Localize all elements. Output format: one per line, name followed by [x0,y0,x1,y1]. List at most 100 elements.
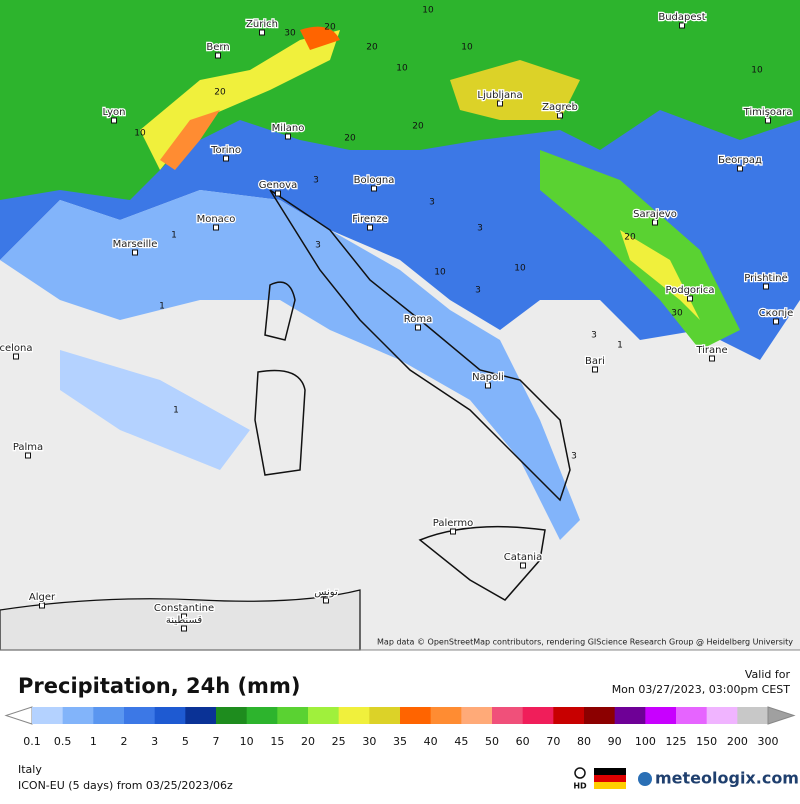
colorbar-label: 125 [666,735,687,748]
city-label: Prishtinë [744,273,787,284]
contour-label: 10 [422,6,434,16]
city-marker [450,528,456,535]
city-label: Napoli [472,372,504,383]
city-marker [679,22,685,29]
city-marker [737,165,743,172]
contour-label: 20 [366,43,378,53]
coast-italy [269,189,571,502]
city-marker [285,133,291,140]
city-marker [371,185,377,192]
colorbar-label: 1 [90,735,97,748]
city-label: Zagreb [542,102,578,113]
region: Italy [18,763,42,776]
colorbar-label: 7 [213,735,220,748]
city-label: Bologna [354,175,395,186]
hd-label: HD [573,782,587,791]
city-label: Milano [272,123,305,134]
colorbar-label: 10 [240,735,254,748]
colorbar-label: 5 [182,735,189,748]
colorbar-label: 200 [727,735,748,748]
city-label: Palma [13,442,43,453]
colorbar-segment [584,707,616,724]
colorbar-segment [338,707,370,724]
colorbar-segment [706,707,738,724]
contour-label: 30 [284,29,296,39]
city-label: Београд [718,155,762,166]
colorbar-label: 100 [635,735,656,748]
city-label: Alger [29,592,56,603]
city-label: Monaco [197,214,236,225]
brand[interactable]: meteologix.com [655,769,799,788]
city-label: تونس [314,587,338,598]
colorbar-segment [522,707,554,724]
contour-label: 3 [429,198,435,208]
city-marker [773,318,779,325]
hd-icon[interactable] [574,767,586,779]
contour-label: 3 [313,176,319,186]
colorbar-segment [62,707,94,724]
city-label: Palermo [433,518,473,529]
colorbar-label: 80 [577,735,591,748]
flag-de [594,768,626,789]
colorbar-label: 50 [485,735,499,748]
rain-yellow3 [620,230,700,320]
city-marker [765,117,771,124]
city-label: Genova [259,180,297,191]
contour-label: 10 [751,66,763,76]
coast-corsica [264,281,296,341]
colorbar-label: 25 [332,735,346,748]
colorbar-label: 15 [270,735,284,748]
city-label: Timişoara [743,107,793,118]
city-label: Podgorica [665,285,714,296]
city-label: Budapest [658,12,705,23]
colorbar-label: 35 [393,735,407,748]
contour-label: 10 [134,129,146,139]
city-label: Lyon [102,107,125,118]
contour-label: 20 [324,23,336,33]
contour-label: 1 [159,302,165,312]
colorbar-segment [492,707,524,724]
colorbar-segment [645,707,677,724]
contour-label: 3 [315,241,321,251]
colorbar-label: 20 [301,735,315,748]
city-marker [687,295,693,302]
colorbar-segment [553,707,585,724]
contour-label: 20 [412,122,424,132]
city-marker [485,382,491,389]
colorbar-label: 90 [608,735,622,748]
contour-label: 1 [617,341,623,351]
city-label: Marseille [113,239,158,250]
city-label: Zürich [246,19,278,30]
city-marker [652,219,658,226]
coast-sicily [418,525,546,601]
brand-logo [638,772,652,786]
city-marker [709,355,715,362]
colorbar-label: 2 [121,735,128,748]
city-marker [592,366,598,373]
colorbar-segment [93,707,125,724]
city-marker [323,597,329,604]
city-label: Sarajevo [633,209,677,220]
colorbar-segment [216,707,248,724]
city-label: celona [0,343,33,354]
city-label: Roma [404,314,433,325]
colorbar-segment [430,707,462,724]
city-label: Constantine [154,603,214,614]
city-marker [275,190,281,197]
colorbar-label: 300 [758,735,779,748]
rain-orange2 [300,26,340,50]
city-label: Torino [210,145,241,156]
contour-label: 30 [671,309,683,319]
rain-light [0,190,580,540]
map: Map data © OpenStreetMap contributors, r… [0,0,800,651]
contour-label: 1 [173,406,179,416]
colorbar-segment [277,707,309,724]
colorbar-segment [369,707,401,724]
colorbar-segment [246,707,278,724]
contour-label: 3 [591,331,597,341]
city-marker [181,625,187,632]
colorbar-segment [676,707,708,724]
city-marker [763,283,769,290]
title: Precipitation, 24h (mm) [18,674,300,698]
